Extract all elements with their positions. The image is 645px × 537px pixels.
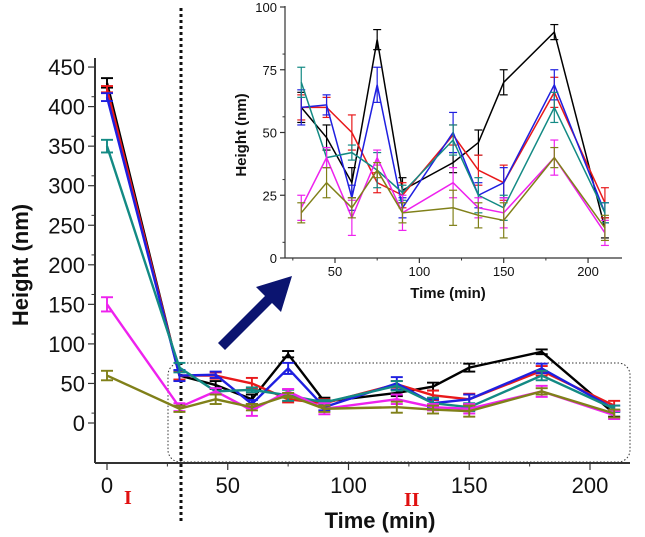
inset-ylabel: Height (nm) <box>233 93 250 176</box>
y-tick-label: 200 <box>48 253 85 278</box>
series-line-black <box>300 30 606 229</box>
y-tick-label: 0 <box>73 411 85 436</box>
y-tick-label: 75 <box>263 63 277 78</box>
x-tick-label: 50 <box>328 264 342 279</box>
series-line-teal <box>300 82 606 214</box>
y-tick-label: 50 <box>61 371 85 396</box>
zoom-region-box <box>167 362 631 463</box>
y-tick-label: 300 <box>48 174 85 199</box>
inset-plot: 50 100 150 200 0 25 50 75 100 <box>255 0 622 279</box>
inset-xlabel: Time (min) <box>410 285 486 302</box>
x-tick-label: 100 <box>408 264 430 279</box>
y-tick-label: 25 <box>263 188 277 203</box>
x-tick-label: 150 <box>451 473 488 498</box>
y-tick-label: 150 <box>48 292 85 317</box>
y-tick-label: 50 <box>263 126 277 141</box>
region-label-II: II <box>404 489 420 511</box>
x-tick-label: 150 <box>493 264 515 279</box>
y-tick-label: 100 <box>48 332 85 357</box>
region-label-I: I <box>124 487 132 509</box>
y-tick-label: 400 <box>48 95 85 120</box>
series-line-magenta <box>300 155 606 234</box>
y-tick-label: 100 <box>255 0 277 15</box>
y-tick-label: 450 <box>48 55 85 80</box>
x-tick-label: 200 <box>577 264 599 279</box>
series-line-olive <box>300 156 606 229</box>
x-tick-label: 0 <box>101 473 113 498</box>
arrow-icon <box>218 276 292 350</box>
y-tick-label: 250 <box>48 213 85 238</box>
series-line-blue <box>301 83 606 214</box>
series-line-red <box>301 90 606 204</box>
x-tick-label: 100 <box>330 473 367 498</box>
main-ylabel: Height (nm) <box>8 204 33 326</box>
x-tick-label: 200 <box>572 473 609 498</box>
x-tick-label: 50 <box>216 473 240 498</box>
y-tick-label: 0 <box>270 251 277 266</box>
y-tick-label: 350 <box>48 134 85 159</box>
main-xlabel: Time (min) <box>325 508 436 533</box>
